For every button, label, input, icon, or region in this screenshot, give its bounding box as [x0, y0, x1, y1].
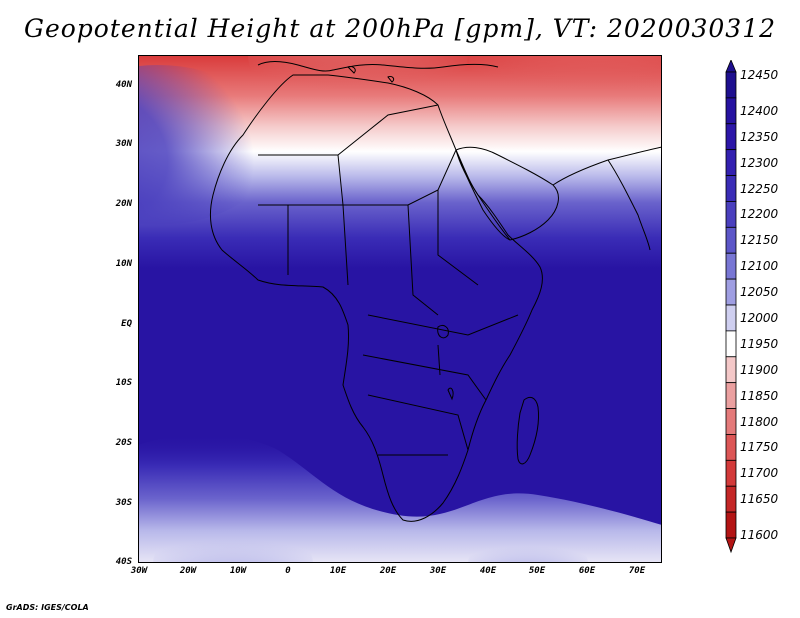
legend-swatch: [725, 408, 737, 435]
grads-credit: GrADS: IGES/COLA: [6, 603, 89, 612]
legend-swatch: [725, 123, 737, 151]
legend-label: 12250: [740, 181, 779, 196]
legend-swatch: [725, 330, 737, 358]
lon-label-20w: 20W: [179, 566, 197, 576]
legend-label: 11900: [740, 362, 779, 377]
legend-arrow-bottom: [725, 537, 737, 554]
legend-swatch: [725, 511, 737, 539]
lon-label-20e: 20E: [379, 566, 397, 576]
lon-label-60e: 60E: [578, 566, 596, 576]
legend-arrow-top: [725, 60, 737, 73]
legend-label: 11750: [740, 440, 779, 455]
lon-label-0: 0: [285, 566, 291, 576]
legend-label: 12450: [740, 68, 779, 82]
legend-swatch: [725, 201, 737, 228]
legend-swatch: [725, 252, 737, 280]
lat-label-40n: 40N: [115, 80, 132, 90]
map-title: Geopotential Height at 200hPa [gpm], VT:…: [23, 14, 777, 43]
height-field-map: [138, 55, 662, 563]
legend-swatch: [725, 278, 737, 306]
legend-swatch: [725, 485, 737, 513]
lon-label-70e: 70E: [628, 566, 646, 576]
legend-label: 12150: [740, 233, 779, 248]
legend-swatch: [725, 459, 737, 487]
lon-label-10w: 10W: [229, 566, 247, 576]
color-legend: [725, 60, 737, 554]
lat-label-20s: 20S: [115, 438, 132, 448]
lat-label-20n: 20N: [115, 199, 132, 209]
legend-label: 12300: [740, 155, 779, 170]
legend-label: 12000: [740, 310, 779, 325]
legend-label: 12200: [740, 207, 779, 222]
legend-swatch: [725, 382, 737, 409]
legend-label: 12350: [740, 129, 779, 144]
legend-label: 11600: [740, 528, 779, 542]
lat-label-40s: 40S: [115, 557, 132, 567]
lat-label-10s: 10S: [115, 378, 132, 388]
legend-label: 11650: [740, 492, 779, 507]
legend-label: 12400: [740, 103, 779, 118]
legend-swatch: [725, 97, 737, 125]
lon-label-10e: 10E: [329, 566, 347, 576]
lon-label-30e: 30E: [429, 566, 447, 576]
legend-label: 11700: [740, 466, 779, 481]
legend-label: 11800: [740, 414, 779, 429]
legend-swatch: [725, 226, 737, 254]
lat-label-eq: EQ: [121, 319, 132, 329]
legend-swatch: [725, 149, 737, 176]
lat-label-30s: 30S: [115, 498, 132, 508]
legend-label: 12100: [740, 259, 779, 274]
lat-label-30n: 30N: [115, 139, 132, 149]
legend-swatch: [725, 175, 737, 202]
legend-swatch: [725, 304, 737, 332]
legend-swatch: [725, 356, 737, 384]
lon-label-30w: 30W: [130, 566, 148, 576]
legend-label: 11850: [740, 388, 779, 403]
lon-label-40e: 40E: [479, 566, 497, 576]
lat-label-10n: 10N: [115, 259, 132, 269]
legend-label: 12050: [740, 285, 779, 300]
lon-label-50e: 50E: [528, 566, 546, 576]
legend-swatch: [725, 434, 737, 461]
legend-label: 11950: [740, 336, 779, 351]
legend-swatch: [725, 71, 737, 99]
